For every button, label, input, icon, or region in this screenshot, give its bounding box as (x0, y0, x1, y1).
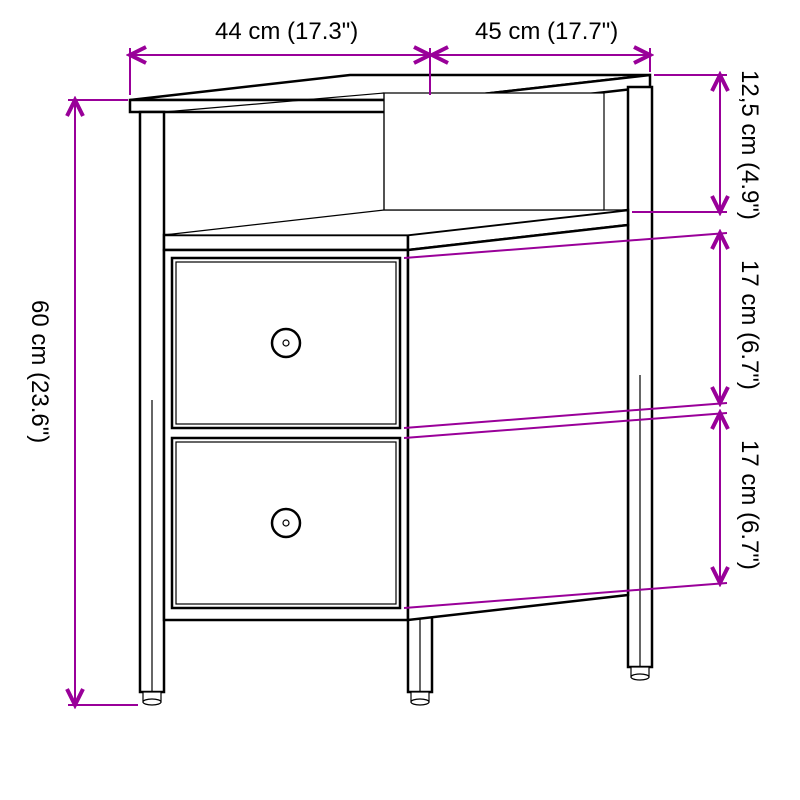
shelf (164, 93, 628, 250)
label-drawer1: 17 cm (6.7") (735, 260, 763, 390)
product-diagram (0, 0, 800, 800)
label-width: 44 cm (17.3") (215, 18, 358, 46)
label-height: 60 cm (23.6") (25, 300, 53, 443)
label-depth: 45 cm (17.7") (475, 18, 618, 46)
label-shelf: 12,5 cm (4.9") (735, 70, 763, 220)
drawer-2 (172, 438, 400, 608)
drawer-1 (172, 258, 400, 428)
front-left-leg (140, 112, 164, 705)
label-drawer2: 17 cm (6.7") (735, 440, 763, 570)
